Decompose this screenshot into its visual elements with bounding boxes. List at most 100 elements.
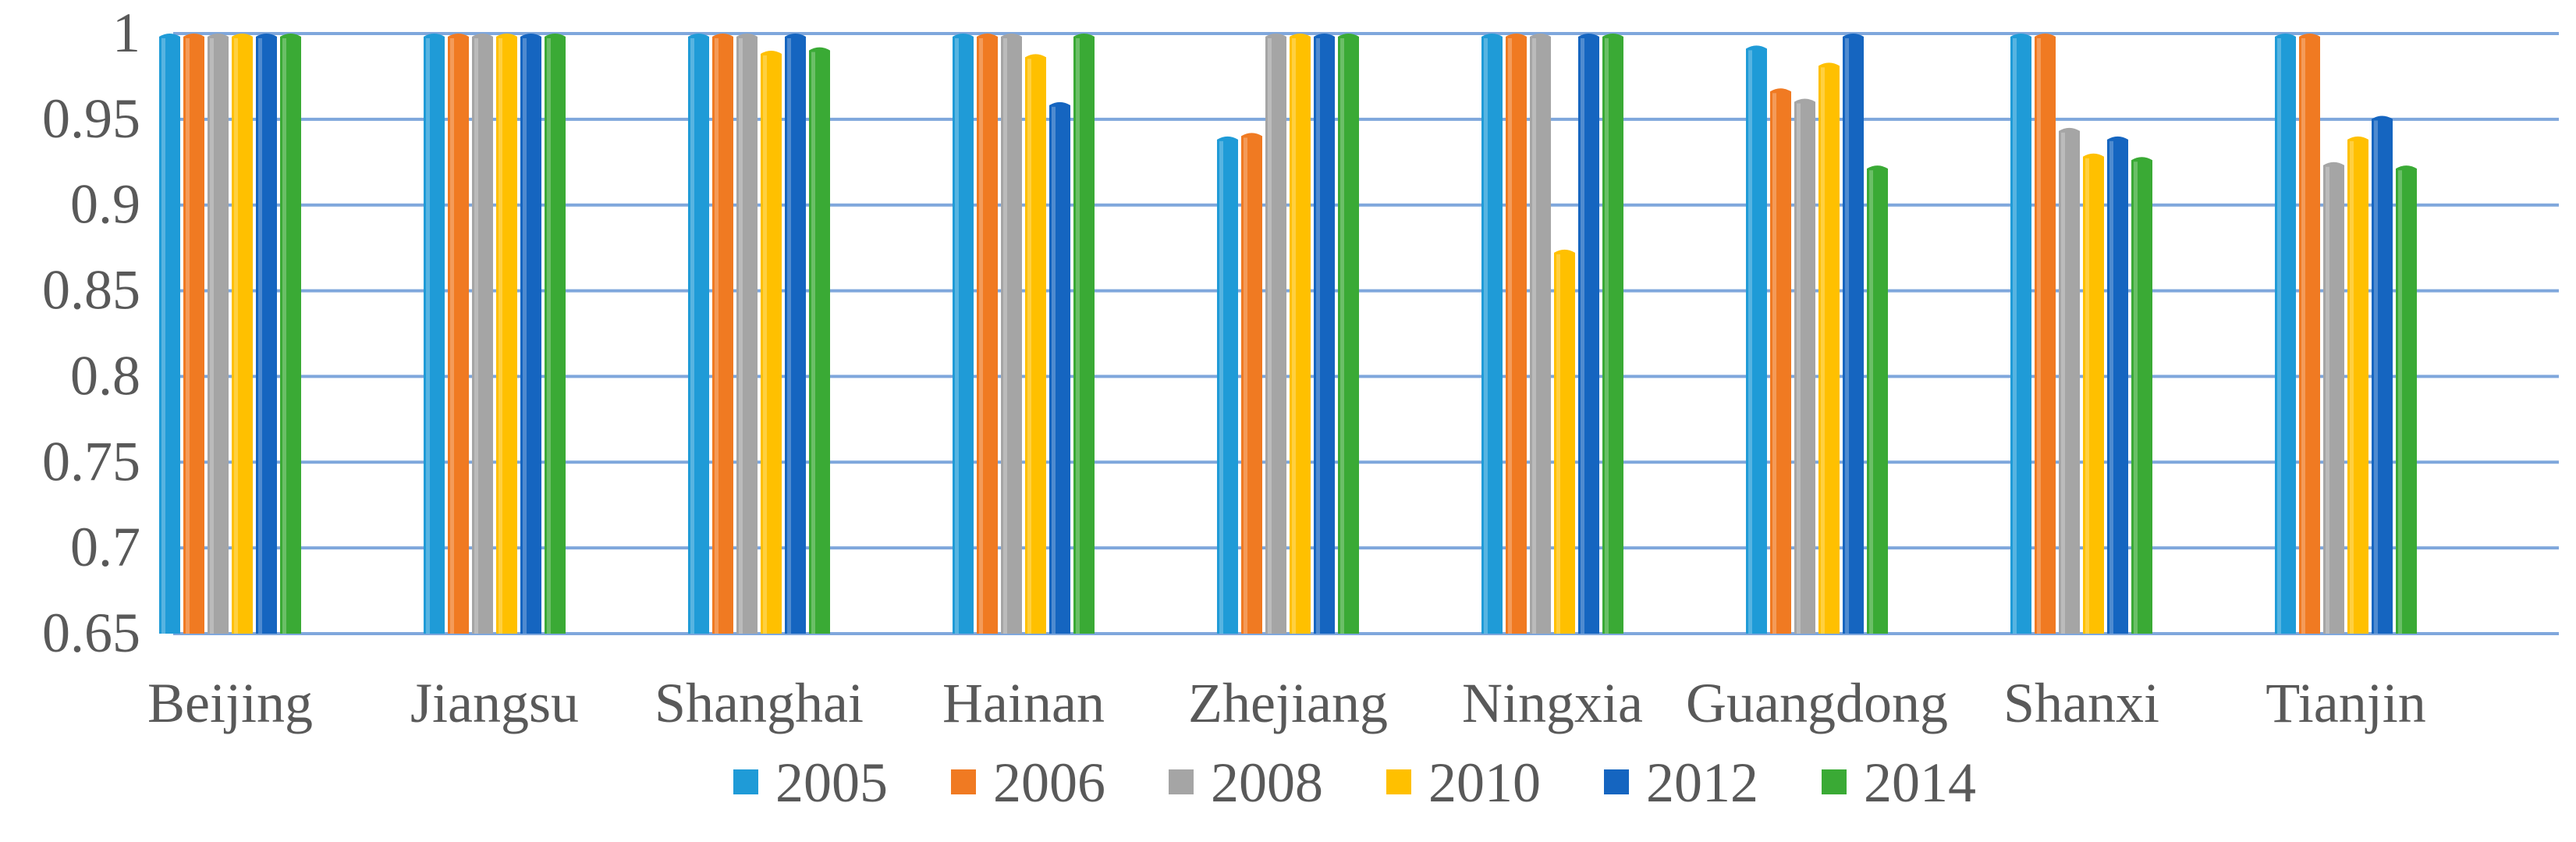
bar-highlight (2013, 38, 2017, 634)
bar-highlight (426, 38, 430, 634)
y-tick-label: 0.9 (70, 173, 140, 236)
bar-highlight (1268, 38, 1272, 634)
bar-ningxia-2005 (1481, 34, 1503, 634)
bar-shanxi-2006 (2035, 34, 2056, 634)
bar-highlight (1027, 59, 1031, 634)
bar-shanghai-2006 (712, 34, 733, 634)
bar-ningxia-2008 (1530, 34, 1551, 634)
bar-highlight (1821, 67, 1825, 634)
bar-shanghai-2010 (761, 50, 782, 634)
bar-zhejiang-2012 (1314, 34, 1335, 634)
bar-shanxi-2012 (2107, 136, 2128, 634)
bar-highlight (1340, 38, 1344, 634)
bar-highlight (2109, 140, 2113, 634)
bar-guangdong-2014 (1867, 165, 1888, 634)
bar-jiangsu-2010 (496, 34, 517, 634)
bar-highlight (1508, 38, 1512, 634)
bar-hainan-2014 (1073, 34, 1095, 634)
bar-highlight (2134, 162, 2138, 634)
bar-highlight (1772, 93, 1776, 634)
bar-highlight (1748, 50, 1752, 634)
bar-highlight (499, 38, 502, 634)
bar-jiangsu-2012 (520, 34, 541, 634)
legend-label-2010: 2010 (1428, 751, 1541, 814)
y-tick-label: 0.95 (42, 87, 140, 150)
bar-hainan-2008 (1001, 34, 1022, 634)
bar-guangdong-2006 (1770, 88, 1791, 634)
x-tick-label: Tianjin (2266, 672, 2425, 734)
y-tick-label: 0.75 (42, 430, 140, 492)
bar-highlight (1869, 170, 1873, 634)
x-tick-label: Shanxi (2003, 672, 2159, 734)
bar-highlight (2374, 120, 2378, 634)
bar-beijing-2008 (208, 34, 229, 634)
x-tick-label: Beijing (147, 672, 313, 734)
bar-highlight (161, 38, 165, 634)
bar-highlight (1219, 140, 1223, 634)
bar-highlight (1605, 38, 1609, 634)
bar-highlight (2085, 158, 2089, 634)
legend: 2005 2006 2008 2010 2012 2014 (733, 751, 1976, 814)
bar-highlight (690, 38, 694, 634)
bar-jiangsu-2006 (448, 34, 469, 634)
bar-highlight (715, 38, 719, 634)
bar-highlight (1052, 106, 1056, 634)
bar-highlight (2037, 38, 2041, 634)
y-tick-label: 0.7 (70, 516, 140, 578)
bar-tianjin-2008 (2323, 162, 2344, 634)
bar-highlight (1076, 38, 1080, 634)
x-axis-category-labels: Beijing Jiangsu Shanghai Hainan Zhejiang Ning… (147, 672, 2426, 734)
legend-swatch-2012 (1604, 769, 1629, 794)
bar-hainan-2010 (1025, 54, 1046, 634)
bar-highlight (2326, 166, 2329, 634)
legend-swatch-2005 (733, 769, 758, 794)
bar-guangdong-2005 (1746, 45, 1767, 634)
bar-highlight (787, 38, 791, 634)
bar-shanghai-2012 (785, 34, 806, 634)
bar-shanxi-2014 (2131, 157, 2152, 634)
bar-tianjin-2012 (2372, 115, 2393, 634)
x-tick-label: Jiangsu (410, 672, 579, 734)
bar-tianjin-2010 (2347, 136, 2368, 634)
bar-highlight (1244, 137, 1247, 634)
bar-highlight (1797, 103, 1801, 634)
bar-highlight (474, 38, 478, 634)
bar-highlight (739, 38, 743, 634)
x-tick-label: Guangdong (1686, 672, 1948, 734)
legend-label-2006: 2006 (993, 751, 1105, 814)
bar-highlight (979, 38, 983, 634)
legend-label-2014: 2014 (1864, 751, 1976, 814)
x-tick-label: Ningxia (1462, 672, 1643, 734)
x-tick-label: Hainan (942, 672, 1105, 734)
legend-swatch-2006 (951, 769, 976, 794)
legend-label-2012: 2012 (1646, 751, 1758, 814)
bar-zhejiang-2010 (1290, 34, 1311, 634)
bar-tianjin-2006 (2299, 34, 2320, 634)
bar-highlight (234, 38, 238, 634)
bar-jiangsu-2005 (424, 34, 445, 634)
x-tick-label: Shanghai (655, 672, 864, 734)
bar-ningxia-2012 (1578, 34, 1599, 634)
bar-highlight (2350, 140, 2354, 634)
bar-highlight (1316, 38, 1320, 634)
bar-shanghai-2008 (736, 34, 758, 634)
bar-highlight (1581, 38, 1584, 634)
bar-highlight (1556, 254, 1560, 634)
bar-zhejiang-2006 (1241, 133, 1262, 634)
bar-highlight (1292, 38, 1296, 634)
bar-highlight (450, 38, 454, 634)
bar-beijing-2012 (256, 34, 277, 634)
legend-label-2008: 2008 (1211, 751, 1323, 814)
legend-label-2005: 2005 (775, 751, 888, 814)
bar-ningxia-2010 (1554, 249, 1575, 634)
bar-jiangsu-2014 (545, 34, 566, 634)
bar-beijing-2014 (280, 34, 301, 634)
bar-shanxi-2008 (2059, 127, 2080, 634)
bar-ningxia-2006 (1506, 34, 1527, 634)
bar-highlight (258, 38, 262, 634)
bar-highlight (282, 38, 286, 634)
y-tick-label: 0.85 (42, 259, 140, 322)
bar-highlight (523, 38, 527, 634)
bar-hainan-2006 (977, 34, 998, 634)
bar-highlight (1845, 38, 1849, 634)
